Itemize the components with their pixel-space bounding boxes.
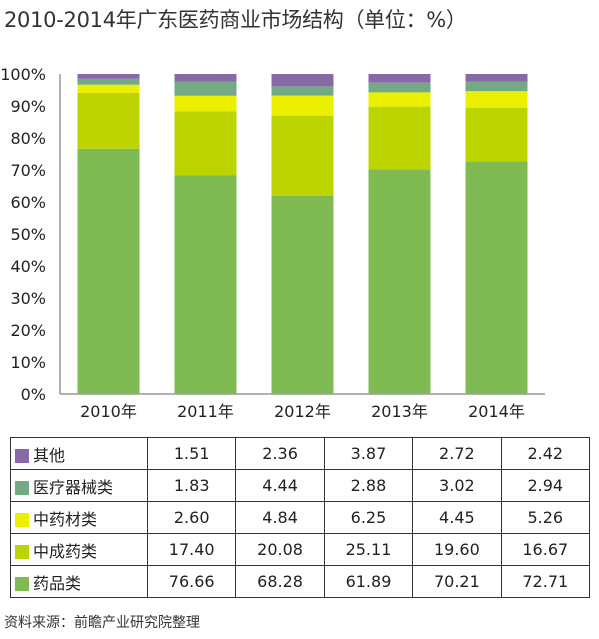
bar-segment (465, 81, 528, 92)
table-cell-value: 1.83 (146, 469, 237, 502)
x-category-label: 2010年 (80, 402, 137, 421)
y-tick-label: 10% (10, 353, 46, 372)
bar-segment (174, 175, 237, 394)
table-cell-value: 72.71 (500, 565, 591, 598)
bar-segment (174, 95, 237, 112)
legend-swatch (15, 448, 29, 463)
x-category-label: 2014年 (468, 402, 525, 421)
bar-segment (368, 74, 431, 83)
table-cell-value: 2.72 (412, 437, 502, 470)
series-name: 中药材类 (33, 509, 98, 529)
table-cell-value: 4.45 (412, 501, 502, 534)
table-row: 中药材类 2.60 4.84 6.25 4.45 5.26 (10, 501, 591, 534)
data-table: 其他 1.51 2.36 3.87 2.72 2.42 医疗器械类 1.83 4.44 2.88 3… (10, 437, 591, 598)
table-cell-value: 2.60 (146, 501, 237, 534)
table-cell-value: 19.60 (412, 533, 502, 566)
table-row: 其他 1.51 2.36 3.87 2.72 2.42 (10, 437, 591, 470)
bar-segment (368, 169, 431, 394)
y-tick-label: 30% (10, 289, 46, 308)
series-name: 药品类 (33, 573, 82, 593)
bar-segment (77, 74, 140, 79)
table-cell-value: 1.51 (146, 437, 237, 470)
bar-segment (368, 82, 431, 93)
bar-segment (271, 115, 334, 196)
bar-segment (465, 161, 528, 394)
bar-segment (271, 95, 334, 116)
table-cell-value: 2.94 (500, 469, 591, 502)
table-cell-value: 3.87 (323, 437, 414, 470)
table-cell-value: 5.26 (500, 501, 591, 534)
table-row: 医疗器械类 1.83 4.44 2.88 3.02 2.94 (10, 469, 591, 502)
y-tick-label: 20% (10, 321, 46, 340)
bar-segment (271, 74, 334, 87)
legend-entry: 医疗器械类 (10, 469, 148, 502)
bar-segment (77, 84, 140, 94)
y-tick-label: 70% (10, 161, 46, 180)
y-tick-label: 40% (10, 257, 46, 276)
y-tick-label: 80% (10, 129, 46, 148)
bar-segment (77, 78, 140, 85)
table-cell-value: 3.02 (412, 469, 502, 502)
chart-title: 2010-2014年广东医药商业市场结构（单位：%） (4, 8, 467, 32)
stacked-bar-chart: 0% 10% 20% 30% 40% 50% 60% 70% 80% 90% 100% 2010年 20… (0, 65, 545, 421)
bar-segment (465, 107, 528, 162)
series-name: 其他 (33, 445, 66, 465)
bar-segment (174, 111, 237, 176)
bar-segment (465, 91, 528, 108)
x-category-label: 2011年 (177, 402, 234, 421)
legend-swatch (15, 512, 29, 527)
bar-segment (465, 74, 528, 82)
bar-segment (271, 195, 334, 394)
series-name: 中成药类 (33, 541, 98, 561)
legend-entry: 药品类 (10, 565, 148, 598)
series-name: 医疗器械类 (33, 477, 114, 497)
y-tick-label: 50% (10, 225, 46, 244)
legend-swatch (15, 544, 29, 559)
table-cell-value: 6.25 (323, 501, 414, 534)
table-cell-value: 61.89 (323, 565, 414, 598)
x-category-label: 2012年 (274, 402, 331, 421)
x-category-label: 2013年 (371, 402, 428, 421)
y-tick-label: 90% (10, 97, 46, 116)
table-cell-value: 2.42 (500, 437, 591, 470)
table-cell-value: 2.88 (323, 469, 414, 502)
bar-segment (368, 106, 431, 170)
legend-swatch (15, 480, 29, 495)
table-cell-value: 76.66 (146, 565, 237, 598)
bar-segment (174, 81, 237, 96)
bar-segment (174, 74, 237, 82)
legend-entry: 中药材类 (10, 501, 148, 534)
bar-segment (368, 92, 431, 107)
bar-segment (77, 148, 140, 394)
table-cell-value: 2.36 (235, 437, 325, 470)
table-cell-value: 70.21 (412, 565, 502, 598)
source-note: 资料来源：前瞻产业研究院整理 (4, 615, 200, 631)
table-cell-value: 4.84 (235, 501, 325, 534)
table-row: 中成药类 17.40 20.08 25.11 19.60 16.67 (10, 533, 591, 566)
legend-swatch (15, 576, 29, 591)
table-cell-value: 25.11 (323, 533, 414, 566)
table-cell-value: 16.67 (500, 533, 591, 566)
table-cell-value: 20.08 (235, 533, 325, 566)
bar-segment (77, 93, 140, 149)
table-cell-value: 68.28 (235, 565, 325, 598)
y-tick-label: 0% (21, 385, 46, 404)
table-cell-value: 4.44 (235, 469, 325, 502)
table-row: 药品类 76.66 68.28 61.89 70.21 72.71 (10, 565, 591, 598)
legend-entry: 中成药类 (10, 533, 148, 566)
table-cell-value: 17.40 (146, 533, 237, 566)
y-tick-label: 100% (0, 65, 46, 84)
bar-segment (271, 86, 334, 96)
y-tick-label: 60% (10, 193, 46, 212)
legend-entry: 其他 (10, 437, 148, 470)
